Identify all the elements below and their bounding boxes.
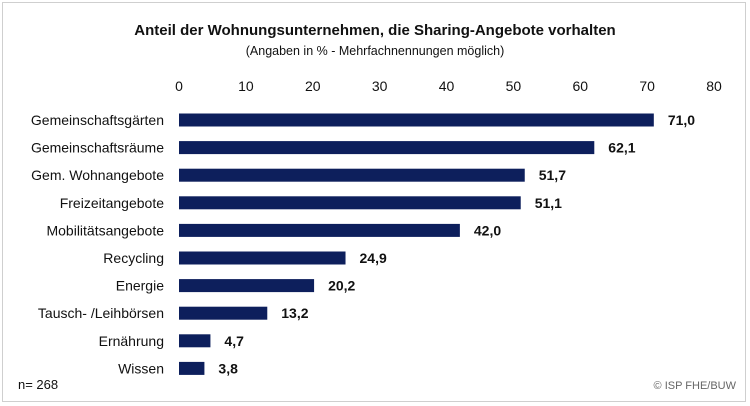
bar [179, 334, 211, 348]
x-tick-label: 0 [175, 78, 183, 94]
x-tick-label: 60 [572, 78, 588, 94]
x-tick-label: 20 [305, 78, 321, 94]
x-tick-label: 30 [372, 78, 388, 94]
category-label: Gemeinschaftsgärten [31, 112, 164, 128]
x-tick-label: 40 [439, 78, 455, 94]
x-tick-label: 80 [706, 78, 722, 94]
category-label: Tausch- /Leihbörsen [38, 305, 164, 321]
chart-subtitle: (Angaben in % - Mehrfachnennungen möglic… [245, 44, 505, 58]
x-tick-label: 50 [506, 78, 522, 94]
bar [179, 168, 525, 182]
value-label: 24,9 [360, 250, 387, 266]
value-label: 4,7 [224, 333, 244, 349]
value-label: 51,7 [539, 167, 566, 183]
bar [179, 196, 521, 210]
sample-size-note: n= 268 [18, 377, 59, 392]
copyright-note: © ISP FHE/BUW [653, 380, 736, 392]
value-label: 62,1 [608, 140, 635, 156]
bar [179, 361, 205, 375]
category-label: Ernährung [99, 333, 164, 349]
bar [179, 279, 315, 293]
x-tick-label: 70 [639, 78, 655, 94]
value-label: 13,2 [281, 305, 308, 321]
category-label: Gem. Wohnangebote [31, 167, 164, 183]
category-label: Recycling [103, 250, 164, 266]
category-label: Energie [116, 278, 164, 294]
category-label: Freizeitangebote [60, 195, 165, 211]
bars: Gemeinschaftsgärten 71,0 Gemeinschaftsräum… [31, 112, 695, 376]
value-label: 51,1 [535, 195, 562, 211]
value-label: 3,8 [218, 360, 238, 376]
category-label: Gemeinschaftsräume [31, 140, 164, 156]
x-tick-label: 10 [238, 78, 254, 94]
value-label: 42,0 [474, 222, 501, 238]
value-label: 71,0 [668, 112, 695, 128]
bar [179, 306, 268, 320]
category-label: Mobilitätsangebote [46, 222, 164, 238]
x-axis-ticks: 0 10 20 30 40 50 60 70 80 [175, 78, 722, 94]
bar [179, 223, 460, 237]
value-label: 20,2 [328, 278, 355, 294]
chart-title: Anteil der Wohnungsunternehmen, die Shar… [134, 22, 616, 39]
bar [179, 141, 595, 155]
bar [179, 251, 346, 265]
bar [179, 113, 654, 127]
category-label: Wissen [118, 360, 164, 376]
